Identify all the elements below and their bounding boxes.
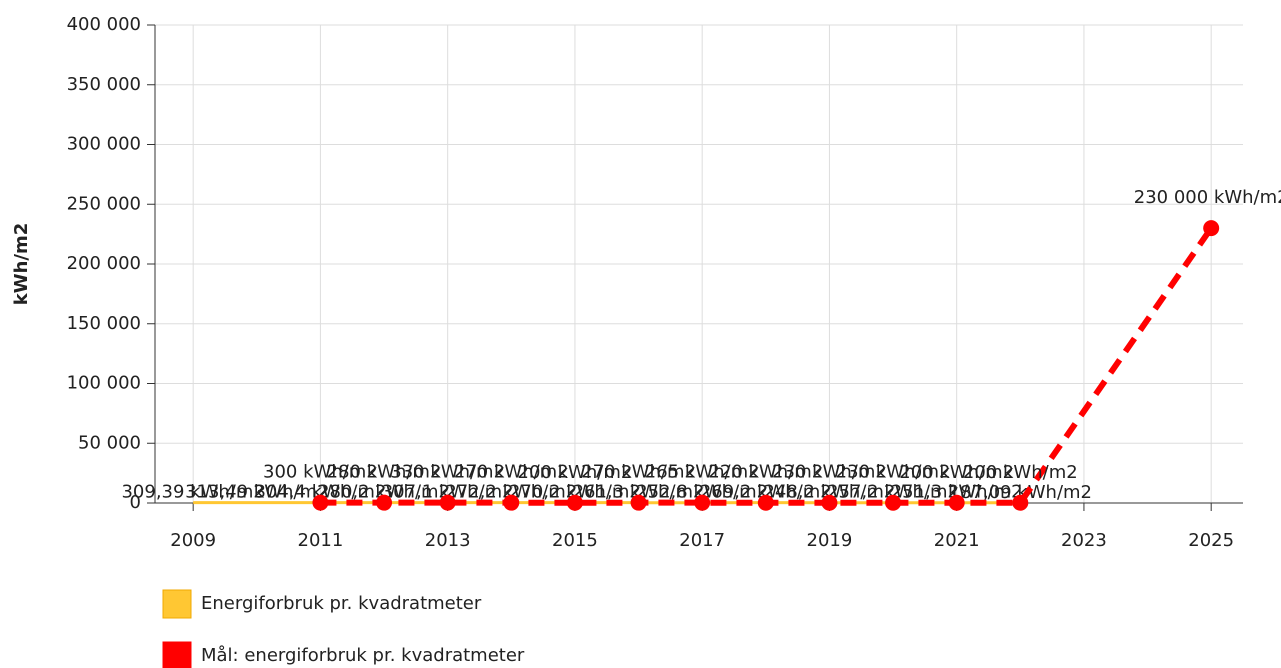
x-tick-label: 2011 xyxy=(298,530,344,551)
data-label: 300 kWh/m2 xyxy=(263,462,378,483)
data-label: 269,2 kWh/m2 xyxy=(700,482,832,503)
data-label: 248,2 kWh/m2 xyxy=(763,482,895,503)
data-label: 261,3 kWh/m2 xyxy=(573,482,705,503)
x-tick-label: 2017 xyxy=(679,530,725,551)
point xyxy=(757,494,774,511)
point xyxy=(376,494,393,511)
x-tick-label: 2013 xyxy=(425,530,471,551)
data-label: 200 kWh/m2 xyxy=(899,462,1014,483)
data-label: 252,8 kWh/m2 xyxy=(636,482,768,503)
data-label: 270 kWh/m2 xyxy=(454,462,569,483)
data-label: 187,09 kWh/m2 xyxy=(949,482,1092,503)
data-label: 309,39 kWh/m2 xyxy=(121,482,264,503)
y-tick-label: 0 xyxy=(130,492,141,513)
point xyxy=(439,494,456,511)
x-tick-label: 2019 xyxy=(807,530,853,551)
x-tick-label: 2023 xyxy=(1061,530,1107,551)
data-label: 200 kWh/m2 xyxy=(518,462,633,483)
data-label: 280 kWh/m2 xyxy=(327,462,442,483)
y-tick-label: 150 000 xyxy=(67,313,141,334)
y-tick-label: 50 000 xyxy=(78,432,141,453)
y-tick-label: 350 000 xyxy=(67,74,141,95)
point xyxy=(885,494,902,511)
y-axis-label: kWh/m2 xyxy=(11,223,32,306)
data-label: 220 kWh/m2 xyxy=(708,462,823,483)
y-tick-label: 400 000 xyxy=(67,14,141,35)
point xyxy=(1012,494,1029,511)
y-tick-label: 250 000 xyxy=(67,193,141,214)
y-tick-label: 200 000 xyxy=(67,253,141,274)
y-tick-label: 300 000 xyxy=(67,134,141,155)
x-tick-label: 2025 xyxy=(1188,530,1234,551)
x-tick-label: 2015 xyxy=(552,530,598,551)
data-label: 304,4 kWh/m2 xyxy=(254,482,386,503)
point xyxy=(694,494,711,511)
point xyxy=(312,494,329,511)
data-label: 230 000 kWh/m2 xyxy=(1134,187,1281,208)
data-label: 270 kWh/m2 xyxy=(581,462,696,483)
legend-swatch xyxy=(162,589,192,619)
point xyxy=(503,494,520,511)
data-label: 270,2 kWh/m2 xyxy=(509,482,641,503)
data-label: 251,3 kWh/m2 xyxy=(891,482,1023,503)
y-tick-label: 100 000 xyxy=(67,373,141,394)
point xyxy=(821,494,838,511)
legend-label: Mål: energiforbruk pr. kvadratmeter xyxy=(201,645,525,666)
x-tick-label: 2009 xyxy=(170,530,216,551)
point xyxy=(1203,220,1220,237)
point xyxy=(948,494,965,511)
data-label: 230 kWh/m2 xyxy=(836,462,951,483)
data-label: 280,2 kWh/m2 xyxy=(318,482,450,503)
data-label: 265 kWh/m2 xyxy=(645,462,760,483)
data-label: 330 kWh/m2 xyxy=(390,462,505,483)
legend-swatch xyxy=(162,641,192,668)
data-label: 200 kWh/m2 xyxy=(963,462,1078,483)
x-tick-label: 2021 xyxy=(934,530,980,551)
data-label: 272,2 kWh/m2 xyxy=(445,482,577,503)
point xyxy=(566,494,583,511)
data-label: 230 kWh/m2 xyxy=(772,462,887,483)
point xyxy=(630,494,647,511)
data-label: 307,1 kWh/m2 xyxy=(382,482,514,503)
legend-label: Energiforbruk pr. kvadratmeter xyxy=(201,593,482,614)
data-label: 257,2 kWh/m2 xyxy=(827,482,959,503)
data-label: 313,49 kWh/m2 xyxy=(185,482,328,503)
